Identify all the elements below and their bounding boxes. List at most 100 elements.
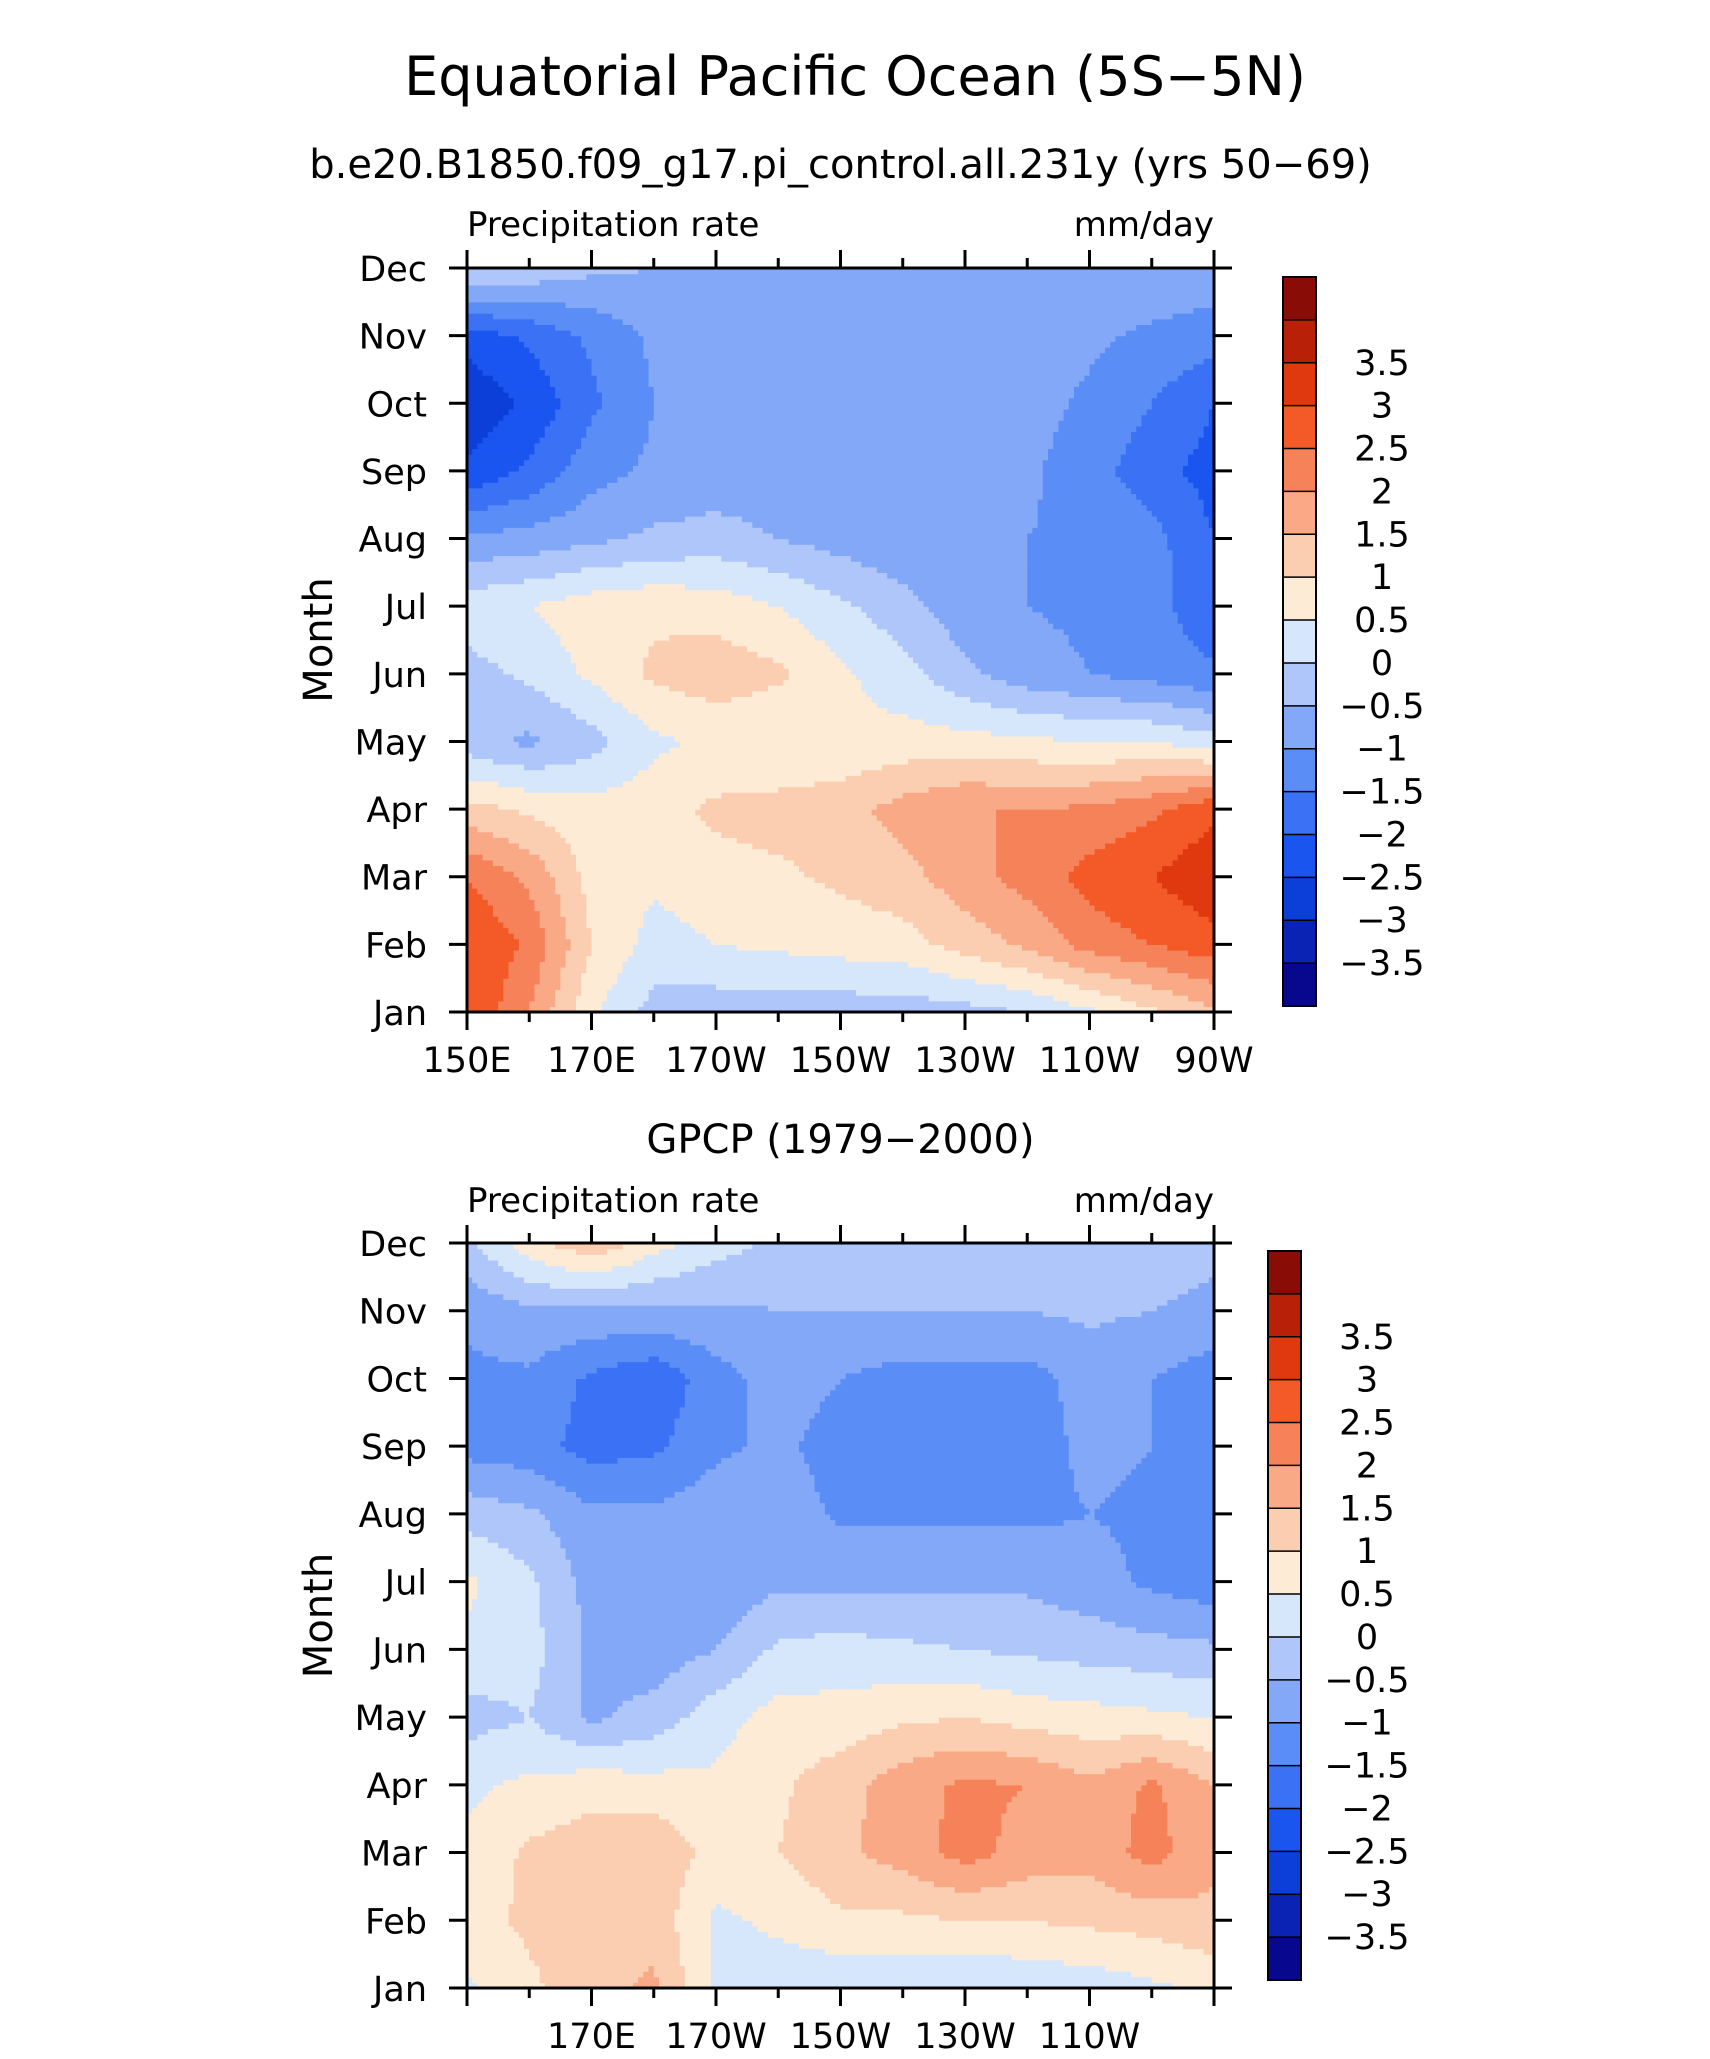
- contour-cell: [949, 634, 1070, 641]
- contour-cell: [513, 1892, 681, 1899]
- contour-cell: [897, 1762, 1059, 1769]
- contour-cell: [467, 972, 510, 979]
- contour-cell: [788, 1813, 868, 1820]
- contour-cell: [534, 685, 603, 692]
- contour-cell: [1198, 1773, 1214, 1780]
- contour-cell: [679, 1412, 748, 1419]
- contour-cell: [539, 1609, 582, 1617]
- contour-cell: [679, 1892, 826, 1899]
- contour-cell: [467, 826, 478, 833]
- contour-cell: [467, 1338, 577, 1346]
- contour-cell: [544, 944, 572, 951]
- contour-cell: [539, 1976, 639, 1983]
- contour-cell: [467, 859, 494, 867]
- contour-cell: [710, 1920, 753, 1927]
- colorbar-label: 0.5: [1339, 1575, 1395, 1615]
- contour-cell: [752, 1243, 1214, 1250]
- y-tick-label: Mar: [361, 1835, 428, 1875]
- contour-cell: [835, 651, 909, 658]
- contour-cell: [897, 837, 997, 844]
- contour-cell: [970, 656, 1085, 664]
- contour-cell: [539, 966, 561, 974]
- contour-cell: [622, 780, 816, 788]
- contour-cell: [524, 1276, 655, 1284]
- colorbar-label: −1: [1356, 730, 1408, 770]
- contour-cell: [716, 1688, 821, 1696]
- contour-cell: [467, 414, 504, 421]
- contour-cell: [529, 1835, 686, 1842]
- contour-cell: [1151, 983, 1214, 991]
- contour-cell: [1073, 1474, 1127, 1481]
- contour-cell: [467, 730, 525, 737]
- contour-cell: [467, 871, 515, 878]
- contour-cell: [1188, 972, 1214, 979]
- contour-cell: [534, 442, 582, 449]
- contour-cell: [1125, 482, 1194, 489]
- contour-cell: [674, 1722, 743, 1729]
- contour-cell: [1146, 820, 1214, 827]
- contour-cell: [467, 1542, 499, 1549]
- contour-cell: [1188, 454, 1214, 461]
- contour-cell: [560, 899, 587, 906]
- contour-cell: [1105, 1767, 1189, 1775]
- contour-cell: [555, 876, 582, 883]
- colorbar-label: −1: [1341, 1704, 1393, 1744]
- contour-cell: [565, 1265, 613, 1272]
- contour-cell: [1068, 403, 1153, 410]
- colorbar-box: [1283, 705, 1316, 750]
- contour-cell: [467, 966, 510, 974]
- contour-cell: [1073, 645, 1200, 652]
- contour-cell: [669, 1671, 743, 1679]
- contour-cell: [1027, 1592, 1174, 1600]
- contour-cell: [539, 1677, 582, 1684]
- contour-cell: [643, 335, 1117, 342]
- contour-cell: [581, 1688, 650, 1696]
- contour-cell: [747, 1440, 800, 1447]
- contour-cell: [1042, 1598, 1200, 1605]
- contour-cell: [1115, 1536, 1214, 1543]
- contour-cell: [653, 408, 1065, 416]
- contour-cell: [835, 1750, 935, 1758]
- contour-cell: [534, 1694, 582, 1701]
- contour-cell: [1048, 1367, 1168, 1374]
- contour-cell: [1131, 927, 1214, 934]
- contour-cell: [814, 1632, 868, 1639]
- contour-cell: [866, 1796, 945, 1803]
- contour-cell: [467, 487, 541, 495]
- contour-cell: [648, 1965, 655, 1972]
- contour-cell: [731, 589, 831, 596]
- contour-cell: [1131, 1971, 1214, 1978]
- contour-cell: [674, 1920, 712, 1927]
- contour-cell: [627, 1282, 1200, 1289]
- contour-cell: [518, 1931, 681, 1938]
- contour-cell: [544, 764, 650, 771]
- x-tick-label: 130W: [914, 1041, 1015, 1081]
- contour-cell: [1172, 1592, 1214, 1600]
- contour-cell: [467, 938, 520, 945]
- contour-cell: [1032, 527, 1163, 534]
- contour-cell: [710, 1908, 733, 1916]
- contour-cell: [850, 668, 925, 675]
- contour-cell: [840, 1903, 1214, 1910]
- contour-cell: [539, 910, 561, 917]
- contour-cell: [467, 645, 473, 652]
- contour-cell: [1011, 1796, 1137, 1803]
- contour-cell: [627, 707, 888, 714]
- contour-cell: [866, 1734, 1080, 1741]
- contour-cell: [814, 1480, 1075, 1487]
- contour-cell: [472, 448, 536, 455]
- contour-cell: [788, 1858, 878, 1865]
- contour-cell: [467, 848, 530, 855]
- contour-cell: [1068, 1446, 1153, 1453]
- contour-cell: [674, 1423, 748, 1430]
- contour-cell: [653, 397, 1070, 404]
- contour-cell: [498, 916, 541, 923]
- contour-cell: [1001, 1813, 1132, 1820]
- contour-cell: [996, 859, 1080, 867]
- contour-cell: [467, 1491, 473, 1498]
- contour-cell: [467, 1530, 473, 1538]
- contour-cell: [1167, 1299, 1214, 1306]
- contour-cell: [467, 1254, 489, 1261]
- contour-cell: [679, 741, 1174, 748]
- contour-cell: [467, 1480, 556, 1487]
